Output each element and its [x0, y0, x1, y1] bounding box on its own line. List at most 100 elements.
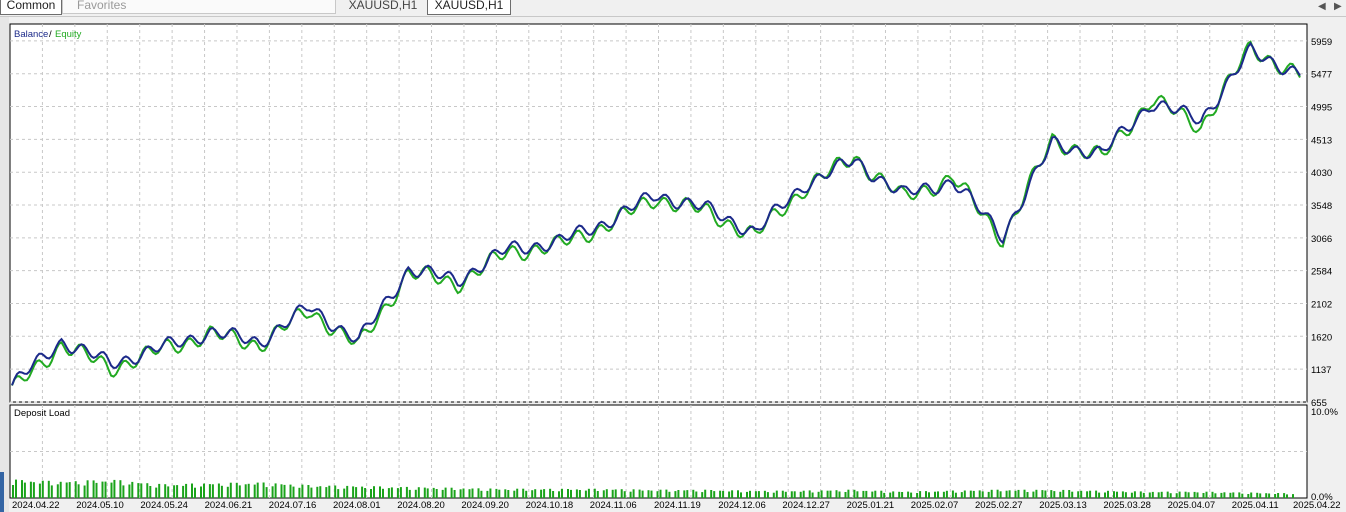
deposit-load-bar	[1160, 491, 1163, 498]
deposit-load-bar	[208, 484, 211, 498]
deposit-load-bar	[29, 481, 32, 498]
deposit-load-bar	[235, 482, 238, 498]
deposit-load-bar	[898, 491, 901, 498]
deposit-load-bar	[1169, 493, 1172, 498]
deposit-load-bar	[59, 481, 62, 498]
deposit-load-bar	[137, 483, 140, 498]
deposit-load-bar	[883, 492, 886, 498]
deposit-load-bar	[1256, 492, 1259, 498]
deposit-load-bar	[978, 490, 981, 498]
deposit-load-bar	[695, 491, 698, 498]
deposit-load-bar	[122, 485, 125, 498]
tab-favorites[interactable]: Favorites	[62, 0, 336, 14]
deposit-load-bar	[149, 486, 152, 498]
deposit-load-bar	[325, 487, 328, 498]
deposit-load-bar	[799, 491, 802, 498]
deposit-load-bar	[901, 492, 904, 498]
deposit-load-bar	[1277, 493, 1280, 498]
deposit-load-bar	[737, 490, 739, 498]
deposit-load-bar	[364, 488, 367, 498]
deposit-load-tick-bottom: 0.0%	[1311, 492, 1333, 503]
x-tick-label: 2025.03.13	[1039, 500, 1087, 511]
deposit-load-bar	[355, 487, 358, 498]
deposit-load-bar	[146, 483, 149, 498]
deposit-load-bar	[757, 491, 760, 498]
x-tick-label: 2025.04.11	[1232, 500, 1279, 511]
triangle-right-icon[interactable]: ▶	[1334, 1, 1342, 12]
deposit-load-bar	[343, 488, 346, 498]
deposit-load-bar	[1008, 490, 1011, 498]
deposit-load-bar	[83, 485, 86, 498]
deposit-load-bar	[1250, 492, 1253, 498]
deposit-load-bar	[960, 492, 963, 498]
deposit-load-bar	[104, 481, 107, 498]
deposit-load-bar	[525, 490, 528, 498]
deposit-load-bar	[244, 484, 247, 498]
deposit-load-bar	[301, 484, 304, 498]
deposit-load-bar	[1205, 491, 1208, 498]
deposit-load-bar	[740, 492, 742, 498]
deposit-load-bar	[489, 488, 492, 498]
y-tick-label: 3548	[1311, 201, 1332, 212]
deposit-load-bar	[1041, 490, 1044, 498]
x-tick-label: 2025.02.27	[975, 500, 1023, 511]
deposit-load-bar	[817, 491, 820, 498]
deposit-load-bar	[1023, 489, 1026, 498]
left-panel-strip	[0, 17, 9, 512]
deposit-load-tick-top: 10.0%	[1311, 407, 1338, 418]
y-tick-label: 1137	[1311, 365, 1331, 376]
deposit-load-bar	[280, 484, 283, 498]
deposit-load-bar	[15, 479, 17, 498]
deposit-load-bar	[468, 489, 471, 498]
deposit-load-bar	[307, 485, 310, 498]
deposit-load-bar	[835, 490, 838, 498]
deposit-load-bar	[462, 488, 465, 498]
x-tick-label: 2025.02.07	[911, 500, 959, 511]
y-tick-label: 1620	[1311, 332, 1332, 343]
deposit-load-bar	[1121, 491, 1124, 498]
deposit-load-bar	[820, 490, 823, 498]
tab-chart-xauusd-1[interactable]: XAUUSD,H1	[348, 0, 418, 12]
deposit-load-bar	[74, 481, 77, 498]
deposit-load-bar	[596, 491, 599, 498]
deposit-load-bar	[1124, 492, 1127, 498]
deposit-load-bar	[1184, 491, 1187, 498]
deposit-load-bar	[844, 492, 847, 498]
deposit-load-bar	[1104, 492, 1106, 498]
deposit-load-bar	[405, 486, 408, 498]
deposit-load-bar	[692, 489, 695, 498]
deposit-load-bar	[477, 488, 480, 498]
deposit-load-bar	[1133, 491, 1136, 498]
deposit-load-bar	[561, 488, 563, 498]
deposit-load-bar	[772, 492, 775, 498]
tab-bar: Common Favorites XAUUSD,H1 XAUUSD,H1 ◀ ▶	[0, 0, 1346, 17]
deposit-load-bar	[775, 490, 778, 498]
deposit-load-bar	[337, 489, 340, 498]
x-tick-label: 2024.05.10	[76, 500, 124, 511]
deposit-load-bar	[1005, 490, 1008, 498]
tab-common[interactable]: Common	[0, 0, 62, 15]
x-tick-label: 2024.12.06	[718, 500, 766, 511]
deposit-load-bar	[414, 489, 417, 498]
deposit-load-bar	[65, 482, 68, 498]
deposit-load-bar	[101, 481, 104, 498]
deposit-load-bar	[86, 480, 89, 498]
deposit-load-bar	[722, 490, 725, 498]
deposit-load-bar	[570, 489, 572, 498]
deposit-load-bar	[1086, 491, 1089, 498]
deposit-load-bar	[1268, 493, 1271, 498]
deposit-load-bar	[826, 490, 829, 498]
deposit-load-bar	[701, 492, 704, 498]
deposit-load-bar	[719, 490, 722, 498]
deposit-load-bar	[704, 489, 707, 498]
deposit-load-bar	[731, 490, 734, 498]
deposit-load-bar	[504, 489, 507, 498]
deposit-load-bar	[907, 491, 910, 498]
triangle-left-icon[interactable]: ◀	[1318, 1, 1326, 12]
deposit-load-bar	[1187, 492, 1190, 498]
tab-chart-xauusd-2[interactable]: XAUUSD,H1	[427, 0, 511, 15]
deposit-load-bar	[399, 487, 402, 498]
deposit-load-bar	[382, 488, 384, 498]
deposit-load-bar	[498, 489, 501, 498]
deposit-load-bar	[486, 490, 489, 498]
